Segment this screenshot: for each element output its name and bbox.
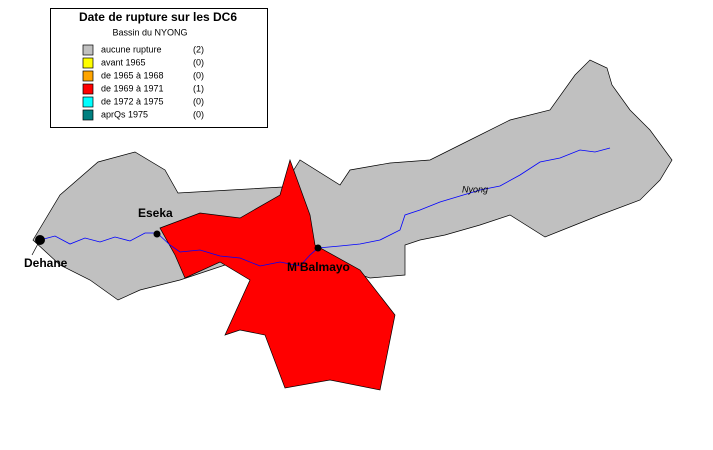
- place-label: Dehane: [24, 256, 68, 270]
- leader: [31, 239, 41, 256]
- legend-count: (0): [193, 96, 204, 106]
- legend-count: (0): [193, 70, 204, 80]
- legend-swatch: [82, 57, 94, 69]
- place-label: Eseka: [138, 206, 173, 220]
- basin-red: [159, 158, 396, 391]
- place-dot: [153, 230, 161, 238]
- legend-box: [50, 8, 268, 128]
- legend-swatch: [82, 70, 94, 82]
- river: [39, 147, 611, 267]
- place-label: M'Balmayo: [287, 260, 350, 274]
- legend-swatch: [82, 109, 94, 121]
- legend-label: aprQs 1975: [101, 109, 148, 119]
- legend-label: aucune rupture: [101, 44, 162, 54]
- legend-swatch: [82, 44, 94, 56]
- legend-swatch: [82, 83, 94, 95]
- legend-count: (1): [193, 83, 204, 93]
- legend-count: (0): [193, 57, 204, 67]
- legend-label: de 1969 à 1971: [101, 83, 164, 93]
- legend-swatch: [82, 96, 94, 108]
- legend-subtitle: Bassin du NYONG: [112, 27, 187, 37]
- legend-label: de 1972 à 1975: [101, 96, 164, 106]
- place-dot: [314, 244, 322, 252]
- legend-label: de 1965 à 1968: [101, 70, 164, 80]
- legend-count: (0): [193, 109, 204, 119]
- legend-count: (2): [193, 44, 204, 54]
- legend: Date de rupture sur les DC6 Bassin du NY…: [50, 8, 268, 128]
- river-label: Nyong: [462, 184, 488, 194]
- legend-label: avant 1965: [101, 57, 146, 67]
- legend-title: Date de rupture sur les DC6: [79, 10, 237, 24]
